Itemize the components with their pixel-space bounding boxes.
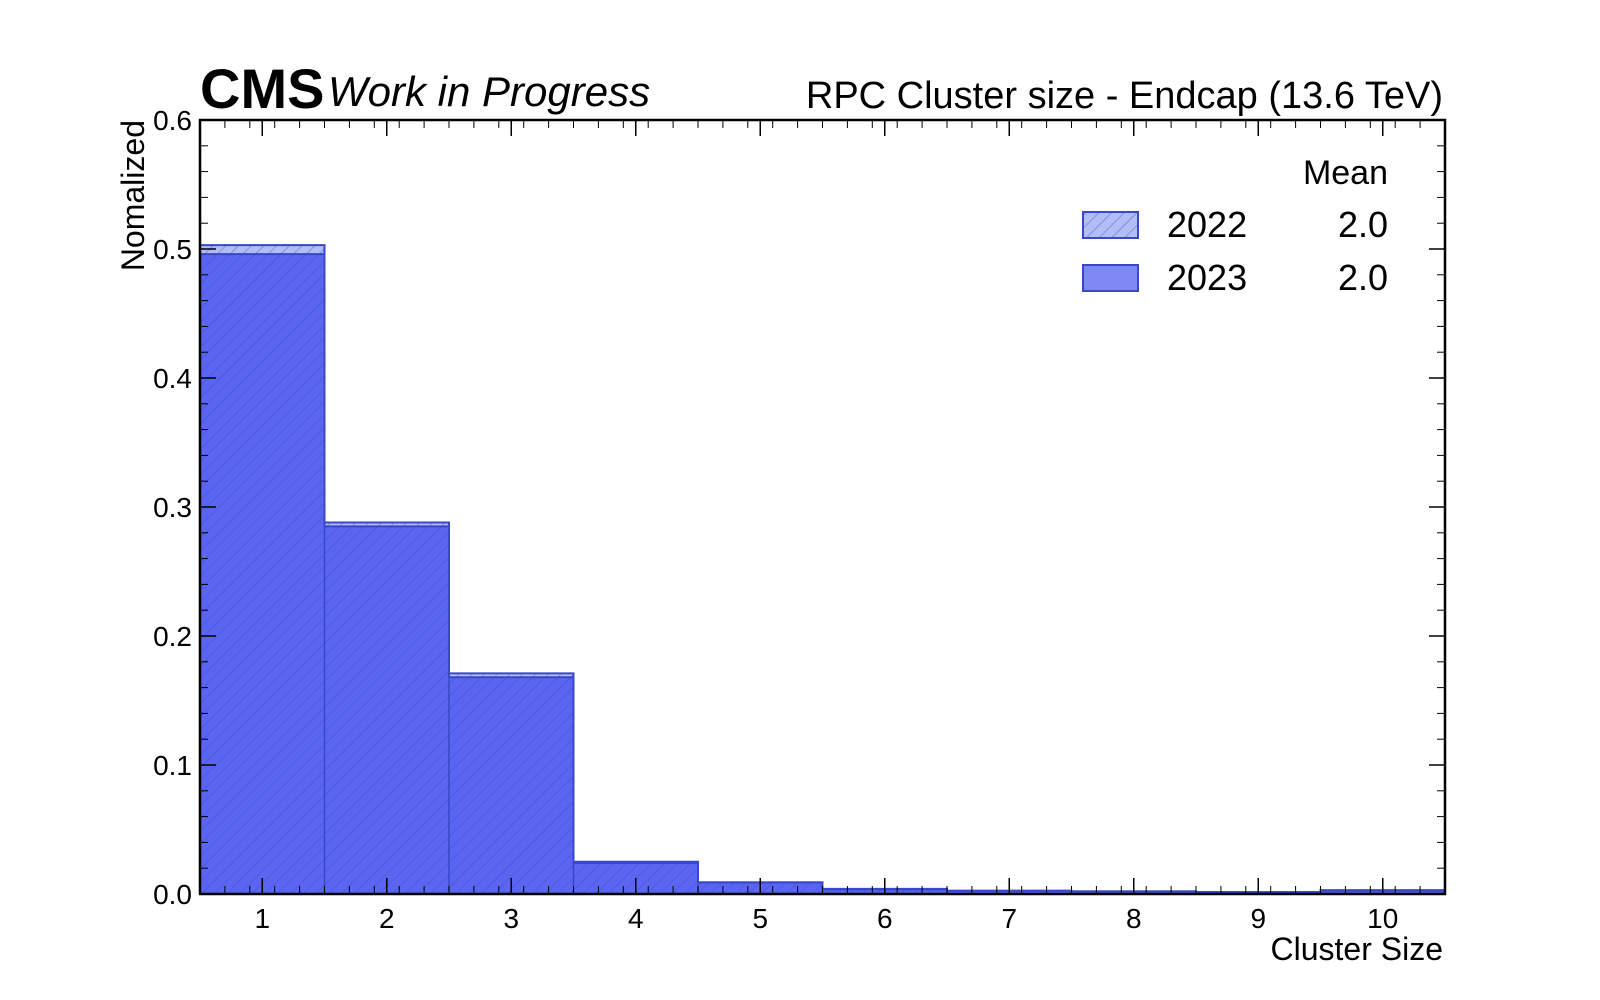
bar-2022-3	[449, 673, 574, 894]
x-tick-label-6: 6	[877, 903, 893, 934]
axes: 1 2 3 4 5 6 7 8 9 10 0.0 0.1 0.2 0.3 0.4 0.5 0.6	[153, 105, 1447, 934]
y-tick-label-0.0: 0.0	[153, 879, 192, 910]
x-tick-label-3: 3	[503, 903, 519, 934]
legend-mean-2023: 2.0	[1338, 257, 1388, 298]
experiment-label: CMS	[200, 57, 324, 120]
x-tick-label-10: 10	[1367, 903, 1398, 934]
chart-title: RPC Cluster size - Endcap (13.6 TeV)	[806, 75, 1443, 117]
x-tick-label-5: 5	[752, 903, 768, 934]
legend-swatch-2023	[1082, 264, 1139, 292]
bar-2022-1	[200, 245, 325, 894]
y-tick-label-0.6: 0.6	[153, 105, 192, 136]
y-tick-label-0.5: 0.5	[153, 234, 192, 265]
y-tick-label-0.3: 0.3	[153, 492, 192, 523]
legend-mean-header: Mean	[1303, 154, 1388, 192]
x-tick-label-4: 4	[628, 903, 644, 934]
x-tick-label-9: 9	[1250, 903, 1266, 934]
y-tick-label-0.4: 0.4	[153, 363, 192, 394]
legend-mean-2022: 2.0	[1338, 204, 1388, 245]
bars-layer	[200, 244, 1445, 894]
y-tick-label-0.1: 0.1	[153, 750, 192, 781]
bar-2022-2	[324, 522, 449, 894]
y-axis-label: Nomalized	[115, 120, 151, 271]
legend-label-2022: 2022	[1167, 204, 1247, 245]
status-label: Work in Progress	[328, 68, 650, 115]
y-tick-label-0.2: 0.2	[153, 621, 192, 652]
x-tick-label-2: 2	[379, 903, 395, 934]
x-tick-label-7: 7	[1001, 903, 1017, 934]
legend-swatch-2022	[1082, 211, 1139, 239]
legend: Mean 2022 2.0 2023 2.0	[1082, 154, 1388, 298]
x-tick-label-8: 8	[1126, 903, 1142, 934]
legend-label-2023: 2023	[1167, 257, 1247, 298]
x-axis-label: Cluster Size	[1271, 931, 1444, 967]
x-tick-label-1: 1	[254, 903, 270, 934]
